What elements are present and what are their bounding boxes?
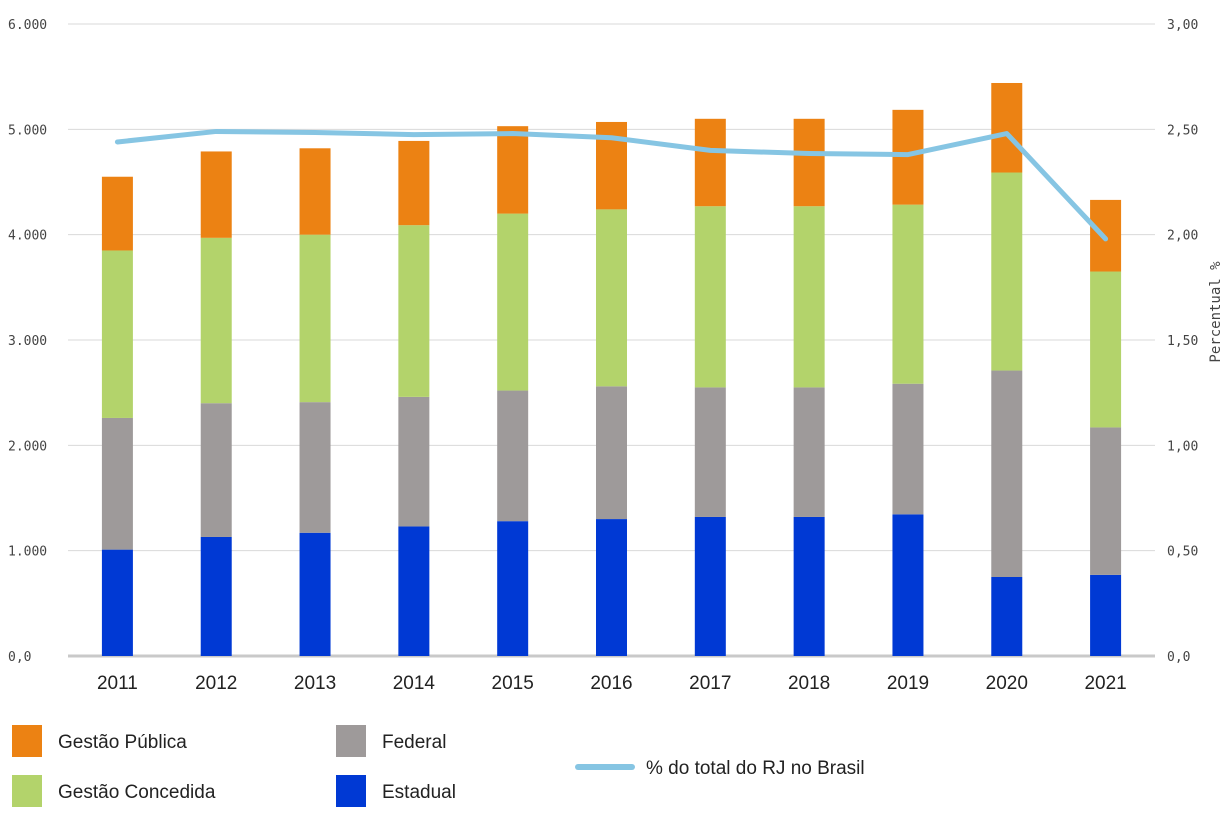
- left-tick-label: 3.000: [8, 334, 47, 349]
- bar-federal-2014: [398, 396, 430, 527]
- bar-gest-o-concedida-2016: [596, 209, 627, 387]
- right-tick-label: 1,50: [1167, 334, 1198, 349]
- percent-line: [114, 128, 1109, 242]
- right-axis-title: Percentual %: [1208, 261, 1223, 363]
- bars: [101, 82, 1122, 656]
- left-tick-label: 5.000: [8, 123, 47, 138]
- bar-gest-o-concedida-2020: [991, 172, 1023, 371]
- x-tick-label: 2012: [195, 673, 237, 694]
- legend-swatch: [12, 725, 42, 757]
- x-tick-label: 2013: [294, 673, 336, 694]
- bar-federal-2021: [1090, 427, 1122, 575]
- bar-estadual-2019: [892, 514, 924, 656]
- bar-gest-o-concedida-2014: [398, 225, 430, 397]
- legend-swatch: [12, 775, 42, 807]
- bar-federal-2020: [991, 370, 1023, 577]
- left-tick-label: 1.000: [8, 545, 47, 560]
- x-tick-label: 2014: [393, 673, 436, 694]
- legend: Gestão Pública Federal % do total do RJ no…: [12, 725, 865, 807]
- x-tick-label: 2019: [887, 673, 929, 694]
- bar-estadual-2015: [497, 521, 529, 656]
- left-tick-label: 4.000: [8, 229, 47, 244]
- right-tick-label: 2,50: [1167, 123, 1198, 138]
- bar-gest-o-p-blica-2020: [991, 82, 1023, 173]
- legend-label: Estadual: [382, 782, 456, 803]
- bar-federal-2019: [892, 383, 924, 515]
- bar-gest-o-p-blica-2012: [200, 151, 232, 238]
- bar-estadual-2017: [694, 516, 726, 656]
- bar-federal-2016: [596, 386, 627, 520]
- bar-estadual-2021: [1090, 574, 1122, 656]
- legend-label: % do total do RJ no Brasil: [646, 758, 865, 779]
- right-tick-label: 0,0: [1167, 650, 1190, 665]
- left-tick-label: 0,0: [8, 650, 31, 665]
- bar-gest-o-concedida-2021: [1090, 271, 1122, 428]
- x-tick-label: 2011: [97, 673, 138, 694]
- right-tick-label: 2,00: [1167, 229, 1198, 244]
- bar-gest-o-p-blica-2017: [694, 118, 726, 207]
- bar-federal-2013: [299, 402, 331, 533]
- bar-federal-2015: [497, 390, 529, 522]
- x-tick-label: 2021: [1084, 673, 1126, 694]
- percent-line-path: [114, 128, 1109, 242]
- bar-estadual-2012: [200, 536, 232, 656]
- bar-gest-o-concedida-2015: [497, 213, 529, 391]
- bar-gest-o-p-blica-2013: [299, 148, 331, 235]
- left-axis-ticks: 0,0 1.000 2.000 3.000 4.000 5.000 6.000: [8, 18, 47, 665]
- bar-gest-o-p-blica-2019: [892, 109, 924, 205]
- bar-gest-o-concedida-2013: [299, 234, 331, 403]
- bar-federal-2017: [694, 387, 726, 517]
- legend-label: Gestão Pública: [58, 732, 187, 753]
- x-tick-label: 2017: [689, 673, 731, 694]
- right-tick-label: 3,00: [1167, 18, 1198, 33]
- bar-federal-2018: [793, 387, 825, 517]
- left-tick-label: 6.000: [8, 18, 47, 33]
- x-tick-label: 2018: [788, 673, 830, 694]
- bar-gest-o-p-blica-2015: [497, 126, 529, 214]
- bar-estadual-2011: [101, 549, 133, 656]
- x-axis-labels: 2011 2012 2013 2014 2015 2016 2017 2018 2019 2020…: [97, 673, 1127, 694]
- bar-gest-o-p-blica-2018: [793, 118, 825, 207]
- right-tick-label: 1,00: [1167, 439, 1198, 454]
- bar-federal-2012: [200, 403, 232, 537]
- bar-gest-o-concedida-2017: [694, 206, 726, 388]
- bar-federal-2011: [101, 417, 133, 550]
- bar-estadual-2020: [991, 577, 1023, 656]
- bar-estadual-2014: [398, 526, 430, 656]
- legend-swatch: [336, 725, 366, 757]
- x-tick-label: 2020: [986, 673, 1028, 694]
- bar-gest-o-concedida-2019: [892, 204, 924, 384]
- bar-gest-o-p-blica-2014: [398, 140, 430, 226]
- bar-gest-o-concedida-2011: [101, 250, 133, 418]
- right-tick-label: 0,50: [1167, 545, 1198, 560]
- bar-gest-o-concedida-2018: [793, 206, 825, 388]
- left-tick-label: 2.000: [8, 439, 47, 454]
- legend-swatch: [336, 775, 366, 807]
- bar-estadual-2018: [793, 516, 825, 656]
- bar-estadual-2016: [596, 519, 627, 656]
- bar-estadual-2013: [299, 532, 331, 656]
- x-tick-label: 2015: [492, 673, 534, 694]
- bar-gest-o-concedida-2012: [200, 237, 232, 404]
- legend-label: Federal: [382, 732, 446, 753]
- right-axis-ticks: 0,0 0,50 1,00 1,50 2,00 2,50 3,00: [1167, 18, 1198, 665]
- bar-gest-o-p-blica-2011: [101, 176, 133, 251]
- legend-label: Gestão Concedida: [58, 782, 216, 803]
- x-tick-label: 2016: [590, 673, 632, 694]
